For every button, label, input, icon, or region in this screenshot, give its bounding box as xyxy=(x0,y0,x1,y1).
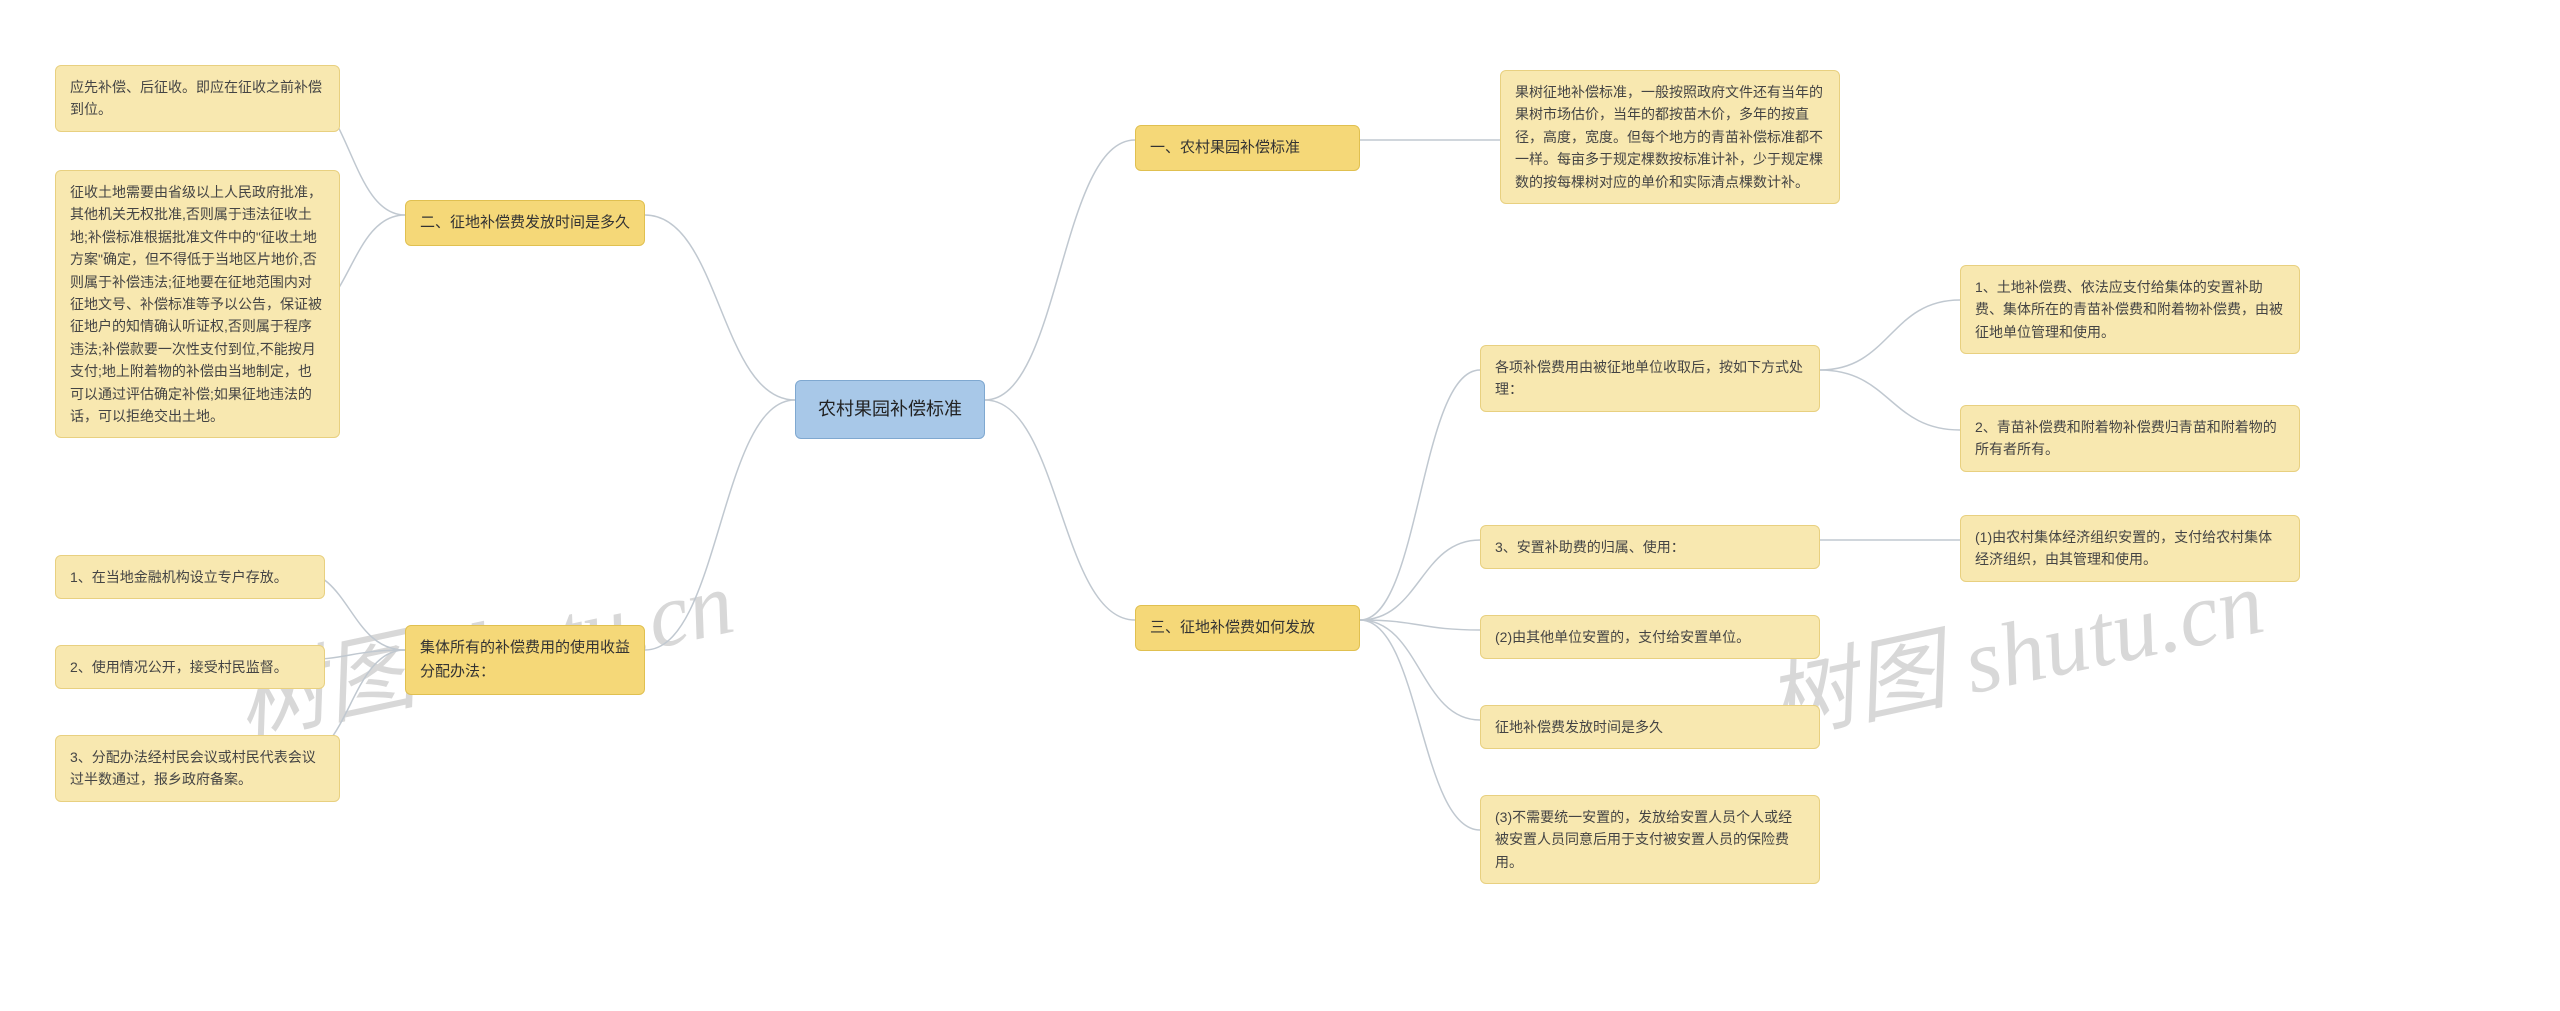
leaf-4-c2: 2、使用情况公开，接受村民监督。 xyxy=(55,645,325,689)
leaf-1-1: 果树征地补偿标准，一般按照政府文件还有当年的果树市场估价，当年的都按苗木价，多年… xyxy=(1500,70,1840,204)
leaf-3-n1: 各项补偿费用由被征地单位收取后，按如下方式处理： xyxy=(1480,345,1820,412)
branch-2: 二、征地补偿费发放时间是多久 xyxy=(405,200,645,246)
branch-3: 三、征地补偿费如何发放 xyxy=(1135,605,1360,651)
leaf-3-n1-c1: 1、土地补偿费、依法应支付给集体的安置补助费、集体所在的青苗补偿费和附着物补偿费… xyxy=(1960,265,2300,354)
leaf-2-c1: 应先补偿、后征收。即应在征收之前补偿到位。 xyxy=(55,65,340,132)
leaf-3-n3: (2)由其他单位安置的，支付给安置单位。 xyxy=(1480,615,1820,659)
branch-4: 集体所有的补偿费用的使用收益分配办法： xyxy=(405,625,645,695)
leaf-3-n2-c1: (1)由农村集体经济组织安置的，支付给农村集体经济组织，由其管理和使用。 xyxy=(1960,515,2300,582)
branch-1: 一、农村果园补偿标准 xyxy=(1135,125,1360,171)
leaf-3-n2: 3、安置补助费的归属、使用： xyxy=(1480,525,1820,569)
leaf-3-n1-c2: 2、青苗补偿费和附着物补偿费归青苗和附着物的所有者所有。 xyxy=(1960,405,2300,472)
leaf-3-n5: (3)不需要统一安置的，发放给安置人员个人或经被安置人员同意后用于支付被安置人员… xyxy=(1480,795,1820,884)
leaf-3-n4: 征地补偿费发放时间是多久 xyxy=(1480,705,1820,749)
leaf-4-c1: 1、在当地金融机构设立专户存放。 xyxy=(55,555,325,599)
leaf-2-c2: 征收土地需要由省级以上人民政府批准，其他机关无权批准,否则属于违法征收土地;补偿… xyxy=(55,170,340,438)
leaf-4-c3: 3、分配办法经村民会议或村民代表会议过半数通过，报乡政府备案。 xyxy=(55,735,340,802)
center-node: 农村果园补偿标准 xyxy=(795,380,985,439)
